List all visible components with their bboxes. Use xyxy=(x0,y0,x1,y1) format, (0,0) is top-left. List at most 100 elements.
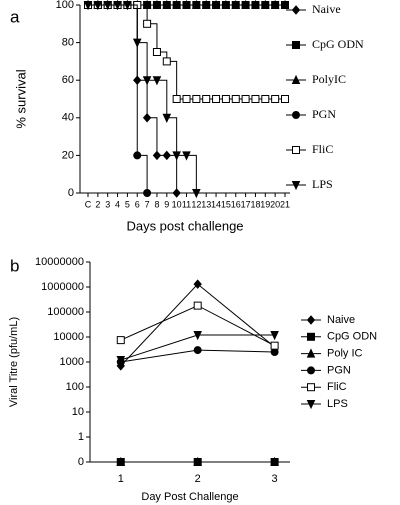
x-tick-label: 9 xyxy=(164,199,169,209)
marker xyxy=(182,95,191,103)
legend-label: PolyIC xyxy=(312,72,346,86)
marker xyxy=(152,0,162,9)
marker xyxy=(221,95,230,103)
marker xyxy=(162,57,171,66)
marker xyxy=(172,95,181,103)
marker xyxy=(142,113,152,123)
marker xyxy=(152,150,162,161)
series-line xyxy=(88,4,148,193)
y-tick-label: 10000 xyxy=(53,331,84,343)
y-tick-label: 100 xyxy=(56,0,74,11)
x-tick-label: 6 xyxy=(135,199,140,209)
marker xyxy=(201,0,211,9)
y-axis-label: Viral Titre (pfu/mL) xyxy=(8,317,20,407)
marker xyxy=(103,1,112,11)
marker xyxy=(193,279,202,289)
marker xyxy=(142,76,152,86)
marker xyxy=(172,188,181,198)
y-tick-label: 0 xyxy=(68,187,74,199)
marker xyxy=(162,150,171,161)
marker xyxy=(270,0,280,9)
x-tick-label: 5 xyxy=(125,199,130,209)
marker xyxy=(113,1,122,11)
marker xyxy=(281,95,289,103)
x-tick-label: 18 xyxy=(250,199,260,209)
series-line xyxy=(88,4,178,193)
y-tick-label: 40 xyxy=(62,112,74,124)
marker xyxy=(291,181,301,191)
marker xyxy=(182,151,191,161)
marker xyxy=(93,1,103,11)
marker xyxy=(292,111,300,119)
y-tick-label: 100 xyxy=(66,381,84,393)
marker xyxy=(211,0,221,9)
marker xyxy=(182,0,191,9)
legend-label: LPS xyxy=(327,398,348,410)
marker xyxy=(193,456,202,466)
legend-label: Poly IC xyxy=(327,348,363,360)
x-tick-label: C xyxy=(85,199,92,209)
x-tick-label: 20 xyxy=(270,199,280,209)
legend-label: LPS xyxy=(312,177,333,191)
marker xyxy=(152,48,161,56)
marker xyxy=(241,0,250,9)
y-tick-label: 60 xyxy=(62,74,74,86)
marker xyxy=(143,189,152,197)
x-tick-label: 21 xyxy=(280,199,290,209)
legend-label: FliC xyxy=(327,381,347,393)
marker xyxy=(193,301,202,310)
marker xyxy=(83,1,93,11)
series-line xyxy=(88,4,285,100)
marker xyxy=(307,332,315,341)
x-tick-label: 10 xyxy=(172,199,182,209)
legend-label: PGN xyxy=(312,107,336,121)
marker xyxy=(251,95,260,103)
marker xyxy=(270,341,279,350)
marker xyxy=(261,95,270,103)
x-tick-label: 4 xyxy=(115,199,120,209)
y-axis-label: % survival xyxy=(13,69,28,128)
marker xyxy=(192,189,201,199)
marker xyxy=(132,38,142,48)
x-tick-label: 2 xyxy=(195,473,201,485)
marker xyxy=(193,331,202,341)
marker xyxy=(172,151,181,161)
marker xyxy=(192,95,201,103)
marker xyxy=(143,19,152,28)
x-tick-label: 3 xyxy=(105,199,110,209)
legend-label: CpG ODN xyxy=(327,331,377,343)
x-tick-label: 2 xyxy=(95,199,100,209)
y-tick-label: 20 xyxy=(62,149,74,161)
y-tick-label: 1 xyxy=(78,431,84,443)
marker xyxy=(116,456,126,466)
marker xyxy=(193,346,202,355)
legend-label: Naive xyxy=(312,2,341,16)
marker xyxy=(306,348,316,358)
x-tick-label: 15 xyxy=(221,199,231,209)
y-tick-label: 10000000 xyxy=(35,256,84,268)
marker xyxy=(271,95,280,103)
marker xyxy=(270,331,279,341)
x-axis-label: Day Post Challenge xyxy=(141,491,238,503)
marker xyxy=(116,356,126,366)
y-tick-label: 10 xyxy=(72,406,84,418)
x-tick-label: 17 xyxy=(241,199,251,209)
marker xyxy=(280,0,290,9)
x-tick-label: 16 xyxy=(231,199,241,209)
x-tick-label: 13 xyxy=(201,199,211,209)
marker xyxy=(292,146,300,154)
legend-label: CpG ODN xyxy=(312,37,364,51)
x-tick-label: 8 xyxy=(154,199,159,209)
marker xyxy=(241,95,250,103)
legend-label: PGN xyxy=(327,364,351,376)
marker xyxy=(307,366,315,375)
marker xyxy=(231,0,241,9)
marker xyxy=(202,95,211,103)
marker xyxy=(192,0,201,9)
marker xyxy=(162,113,172,123)
marker xyxy=(307,383,315,392)
panel-label: b xyxy=(10,256,19,275)
x-tick-label: 12 xyxy=(191,199,201,209)
marker xyxy=(172,0,181,9)
